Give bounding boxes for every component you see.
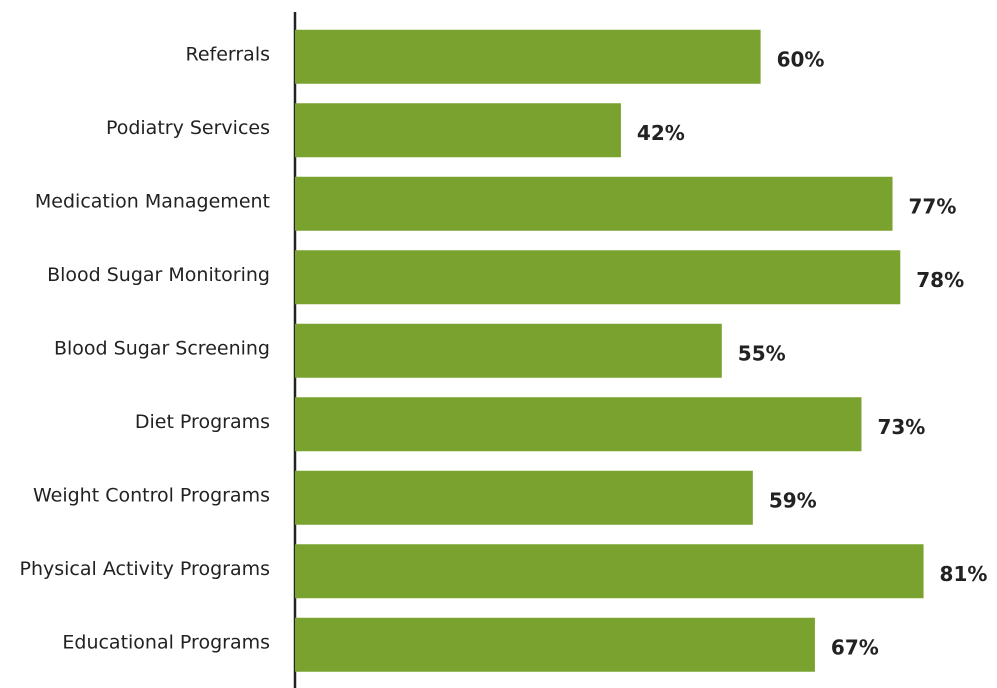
- category-label: Diet Programs: [135, 411, 270, 433]
- value-label: 55%: [738, 341, 786, 365]
- value-label: 42%: [637, 121, 685, 145]
- value-label: 59%: [769, 488, 817, 512]
- category-label: Weight Control Programs: [33, 484, 270, 506]
- bar: [295, 617, 815, 672]
- value-label: 73%: [877, 415, 925, 439]
- category-label: Blood Sugar Screening: [54, 337, 270, 359]
- category-label: Educational Programs: [62, 631, 270, 653]
- category-label: Podiatry Services: [106, 117, 270, 139]
- bar: [295, 250, 901, 305]
- value-label: 78%: [916, 268, 964, 292]
- category-label: Blood Sugar Monitoring: [47, 264, 270, 286]
- value-label: 77%: [909, 194, 957, 218]
- bar: [295, 470, 753, 525]
- value-label: 60%: [777, 47, 825, 71]
- bar: [295, 29, 761, 84]
- value-label: 81%: [940, 562, 988, 586]
- bar: [295, 323, 722, 378]
- category-label: Medication Management: [35, 190, 270, 212]
- category-label: Physical Activity Programs: [20, 558, 271, 580]
- bar: [295, 544, 924, 599]
- bar: [295, 176, 893, 231]
- value-label: 67%: [831, 635, 879, 659]
- bar: [295, 103, 621, 158]
- bar: [295, 397, 862, 452]
- category-label: Referrals: [185, 43, 270, 65]
